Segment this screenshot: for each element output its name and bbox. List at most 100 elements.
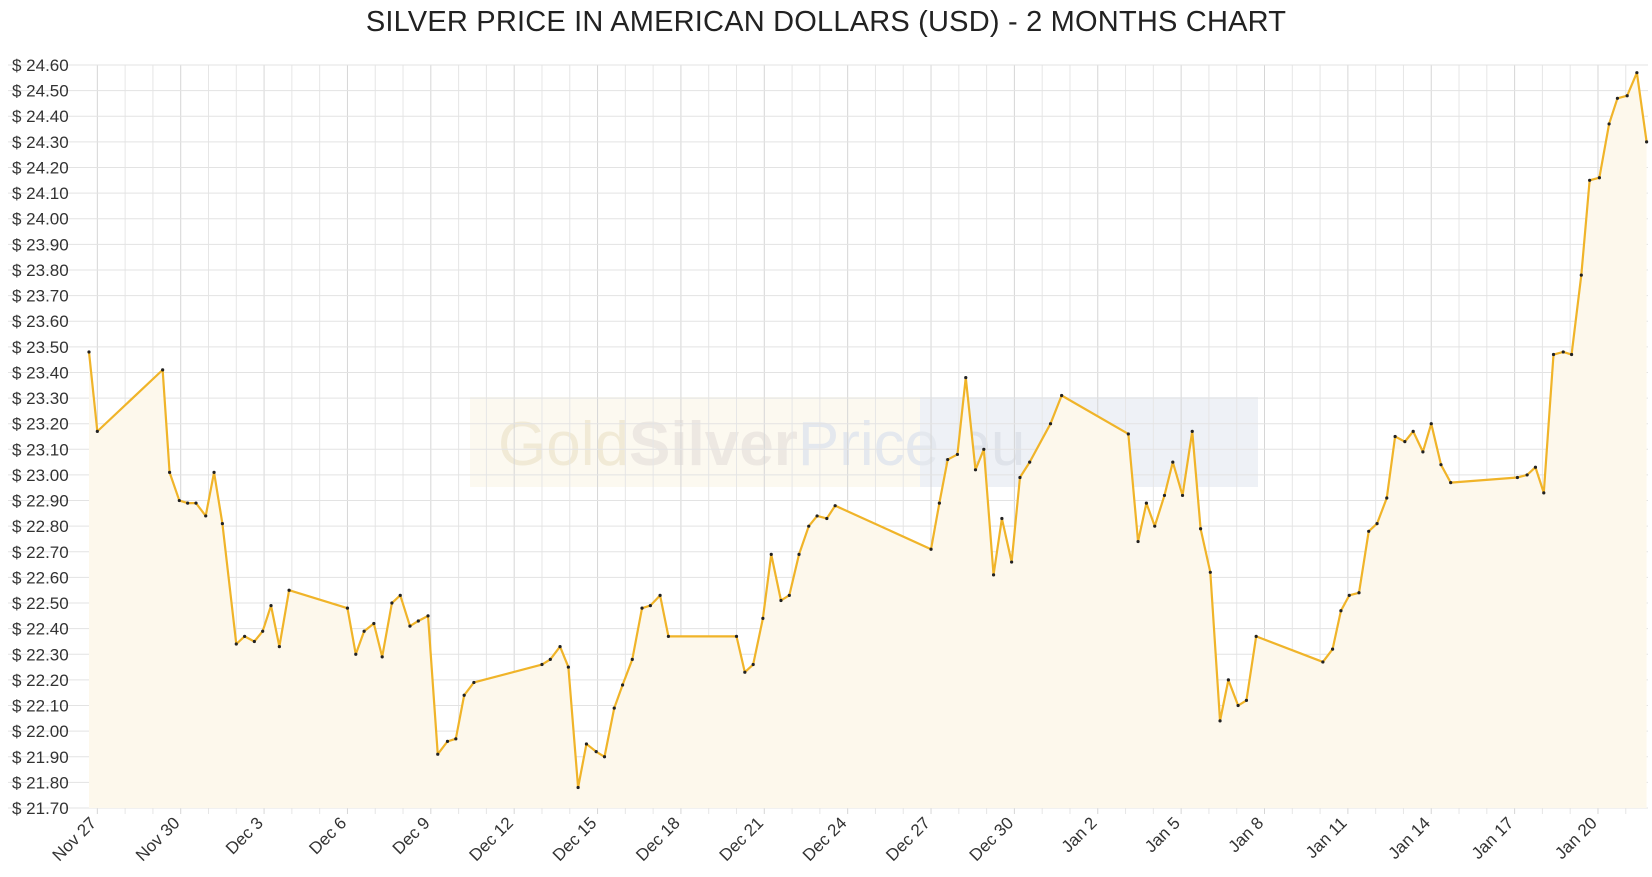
data-point — [1551, 352, 1556, 357]
y-tick-label: $ 23.40 — [12, 363, 69, 382]
x-tick-label: Dec 6 — [305, 813, 350, 858]
data-point — [1126, 432, 1130, 436]
y-tick-label: $ 21.90 — [12, 748, 69, 767]
data-point — [1162, 493, 1167, 498]
y-tick-label: $ 21.80 — [12, 773, 69, 792]
data-point — [1254, 634, 1258, 638]
data-point — [825, 516, 829, 521]
data-point — [1449, 481, 1453, 485]
data-point — [362, 629, 366, 633]
data-point — [1347, 593, 1351, 597]
data-point — [548, 657, 552, 662]
data-point — [1028, 460, 1032, 464]
data-point — [1010, 560, 1014, 564]
data-point — [1615, 96, 1620, 100]
x-tick-label: Dec 21 — [716, 813, 768, 865]
data-point — [1385, 496, 1389, 500]
watermark: GoldSilverPrice.eu — [470, 397, 1258, 487]
data-point — [630, 657, 634, 662]
x-axis-labels: Nov 27 Nov 30 Dec 3 Dec 6 Dec 9 Dec 12 Dec 15 D… — [49, 813, 1601, 865]
data-point — [87, 350, 91, 354]
data-point — [807, 524, 811, 528]
y-tick-label: $ 24.10 — [12, 184, 69, 203]
data-point — [1000, 516, 1004, 521]
data-point — [261, 629, 265, 633]
data-point — [1542, 491, 1546, 495]
data-point — [1607, 122, 1611, 126]
data-point — [1048, 422, 1053, 426]
x-tick-label: Nov 27 — [49, 813, 101, 865]
data-point — [1421, 450, 1425, 454]
data-point — [204, 514, 208, 518]
data-point — [234, 642, 238, 646]
data-point — [1635, 71, 1639, 75]
data-point — [380, 655, 384, 659]
x-tick-label: Dec 30 — [966, 813, 1018, 865]
data-point — [743, 670, 747, 674]
y-tick-label: $ 24.50 — [12, 82, 69, 101]
data-point — [1321, 660, 1325, 664]
data-point — [1561, 350, 1565, 354]
data-point — [1579, 273, 1583, 277]
data-point — [620, 683, 625, 687]
data-point — [1171, 460, 1175, 464]
data-point — [937, 501, 941, 505]
data-point — [277, 644, 281, 649]
data-point — [220, 522, 224, 526]
y-tick-label: $ 22.40 — [12, 620, 69, 639]
y-tick-label: $ 22.00 — [12, 722, 69, 741]
data-point — [1218, 719, 1222, 723]
x-tick-label: Dec 24 — [799, 813, 851, 865]
y-tick-label: $ 23.90 — [12, 235, 69, 254]
y-tick-label: $ 24.60 — [12, 56, 69, 75]
x-tick-label: Dec 15 — [549, 813, 601, 865]
data-point — [769, 552, 773, 556]
y-tick-label: $ 23.80 — [12, 261, 69, 280]
data-point — [1144, 501, 1148, 505]
data-point — [1625, 94, 1629, 98]
data-point — [1018, 475, 1022, 480]
series-line — [87, 71, 1648, 789]
data-point — [594, 750, 598, 754]
y-tick-label: $ 24.00 — [12, 210, 69, 229]
y-tick-label: $ 24.30 — [12, 133, 69, 152]
y-tick-label: $ 23.30 — [12, 389, 69, 408]
data-point — [345, 606, 350, 610]
data-point — [354, 652, 358, 656]
data-point — [95, 429, 99, 433]
data-point — [445, 739, 450, 743]
data-point — [584, 742, 589, 746]
y-tick-label: $ 23.70 — [12, 287, 69, 306]
x-tick-label: Jan 11 — [1302, 813, 1351, 862]
data-point — [666, 634, 671, 638]
data-point — [779, 598, 783, 603]
y-tick-label: $ 22.90 — [12, 492, 69, 511]
watermark-part1: Gold — [498, 410, 629, 479]
data-point — [815, 514, 819, 518]
y-tick-label: $ 24.20 — [12, 158, 69, 177]
data-point — [1393, 434, 1397, 439]
data-point — [398, 593, 402, 597]
data-point — [964, 375, 968, 380]
data-point — [454, 737, 458, 741]
data-point — [640, 606, 644, 610]
y-axis-labels: $ 21.70 $ 21.80 $ 21.90 $ 22.00 $ 22.10 $ 22.… — [12, 56, 69, 818]
data-point — [269, 603, 273, 608]
y-tick-label: $ 22.50 — [12, 594, 69, 613]
data-point — [761, 616, 765, 621]
y-tick-label: $ 21.70 — [12, 799, 69, 818]
data-point — [243, 634, 247, 638]
data-point — [1439, 463, 1443, 467]
data-point — [1645, 140, 1649, 144]
data-point — [436, 752, 440, 756]
data-point — [287, 588, 291, 592]
watermark-text: GoldSilverPrice.eu — [498, 410, 1025, 479]
y-tick-label: $ 24.40 — [12, 107, 69, 126]
data-point — [1588, 178, 1592, 182]
data-point — [408, 624, 412, 628]
data-point — [1198, 527, 1203, 531]
watermark-part3: Price — [798, 410, 939, 479]
y-tick-label: $ 22.70 — [12, 543, 69, 562]
y-tick-label: $ 23.10 — [12, 440, 69, 459]
data-point — [833, 504, 837, 508]
